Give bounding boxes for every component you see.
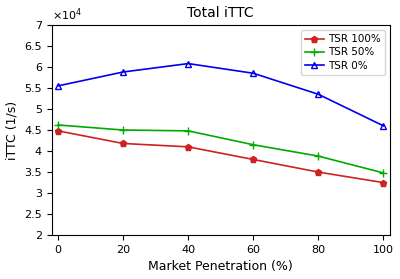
TSR 100% [56,129,60,133]
X-axis label: Market Penetration (%): Market Penetration (%) [148,260,293,273]
Text: $\times 10^4$: $\times 10^4$ [52,6,82,23]
TSR 100% [121,142,126,145]
Line: TSR 50%: TSR 50% [54,121,388,177]
TSR 50% [121,128,126,132]
TSR 50% [251,143,256,146]
TSR 0% [56,84,60,88]
TSR 0% [316,93,321,96]
TSR 100% [316,170,321,174]
TSR 100% [186,145,191,148]
TSR 50% [186,129,191,133]
TSR 0% [251,72,256,75]
Line: TSR 0%: TSR 0% [55,60,387,129]
TSR 0% [186,62,191,65]
TSR 100% [251,158,256,161]
Line: TSR 100%: TSR 100% [55,128,387,186]
TSR 50% [381,171,386,175]
TSR 0% [381,124,386,128]
TSR 100% [381,181,386,184]
Legend: TSR 100%, TSR 50%, TSR 0%: TSR 100%, TSR 50%, TSR 0% [301,30,385,75]
Title: Total iTTC: Total iTTC [188,6,254,20]
TSR 0% [121,70,126,74]
TSR 50% [56,123,60,127]
TSR 50% [316,155,321,158]
Y-axis label: iTTC (1/s): iTTC (1/s) [6,100,18,160]
